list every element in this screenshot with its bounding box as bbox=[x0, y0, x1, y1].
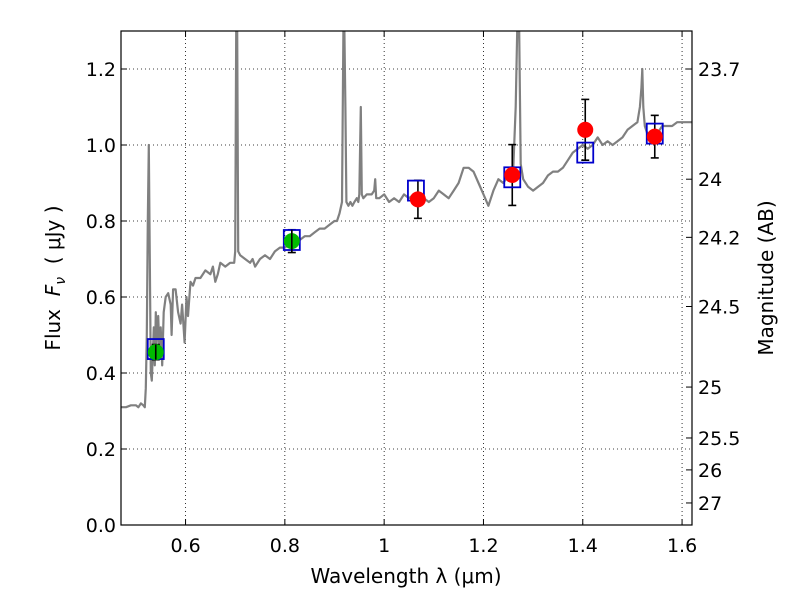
x-tick-label: 1.6 bbox=[667, 535, 697, 557]
right-tick-label: 24.2 bbox=[698, 227, 740, 249]
y-axis-label-suffix: ( μJy ) bbox=[41, 205, 65, 277]
y-tick-label: 1.2 bbox=[86, 59, 116, 81]
right-tick-label: 24.5 bbox=[698, 297, 740, 319]
y-axis-label-symbol: F bbox=[41, 284, 65, 296]
right-axis-label: Magnitude (AB) bbox=[754, 200, 778, 355]
x-axis-label: Wavelength λ (μm) bbox=[310, 564, 501, 588]
right-tick-label: 27 bbox=[698, 493, 722, 515]
y-tick-label: 1.0 bbox=[86, 135, 116, 157]
model-spectrum-line bbox=[121, 31, 692, 409]
y-axis-label-subscript: ν bbox=[53, 277, 69, 285]
photometry-point bbox=[577, 121, 594, 138]
right-tick-label: 23.7 bbox=[698, 59, 740, 81]
photometry-point bbox=[646, 128, 663, 145]
y-tick-label: 0.6 bbox=[86, 287, 116, 309]
y-tick-label: 0.4 bbox=[86, 363, 116, 385]
x-tick-label: 1.4 bbox=[568, 535, 598, 557]
grid bbox=[121, 31, 692, 526]
x-tick-label: 0.8 bbox=[270, 535, 300, 557]
photometry-point bbox=[504, 167, 521, 184]
x-tick-label: 1.2 bbox=[468, 535, 498, 557]
y-axis-label: Flux Fν ( μJy ) bbox=[41, 205, 69, 350]
axis-ticks: 0.6 0.8 1 1.2 1.4 1.6 0.0 0.2 0.4 0.6 0.8 1.0 1.2 23.… bbox=[86, 31, 740, 557]
plot-frame bbox=[120, 30, 693, 526]
model-photometry-square bbox=[576, 141, 595, 164]
right-tick-label: 24 bbox=[698, 169, 722, 191]
y-tick-label: 0.0 bbox=[86, 515, 116, 537]
y-axis-label-prefix: Flux bbox=[41, 296, 65, 350]
photometry-point bbox=[409, 191, 426, 208]
x-tick-label: 1 bbox=[378, 535, 390, 557]
y-tick-label: 0.2 bbox=[86, 439, 116, 461]
right-tick-label: 26 bbox=[698, 460, 722, 482]
right-tick-label: 25 bbox=[698, 377, 722, 399]
x-tick-label: 0.6 bbox=[170, 535, 200, 557]
photometry-markers bbox=[146, 98, 664, 361]
y-tick-label: 0.8 bbox=[86, 211, 116, 233]
right-tick-label: 25.5 bbox=[698, 428, 740, 450]
